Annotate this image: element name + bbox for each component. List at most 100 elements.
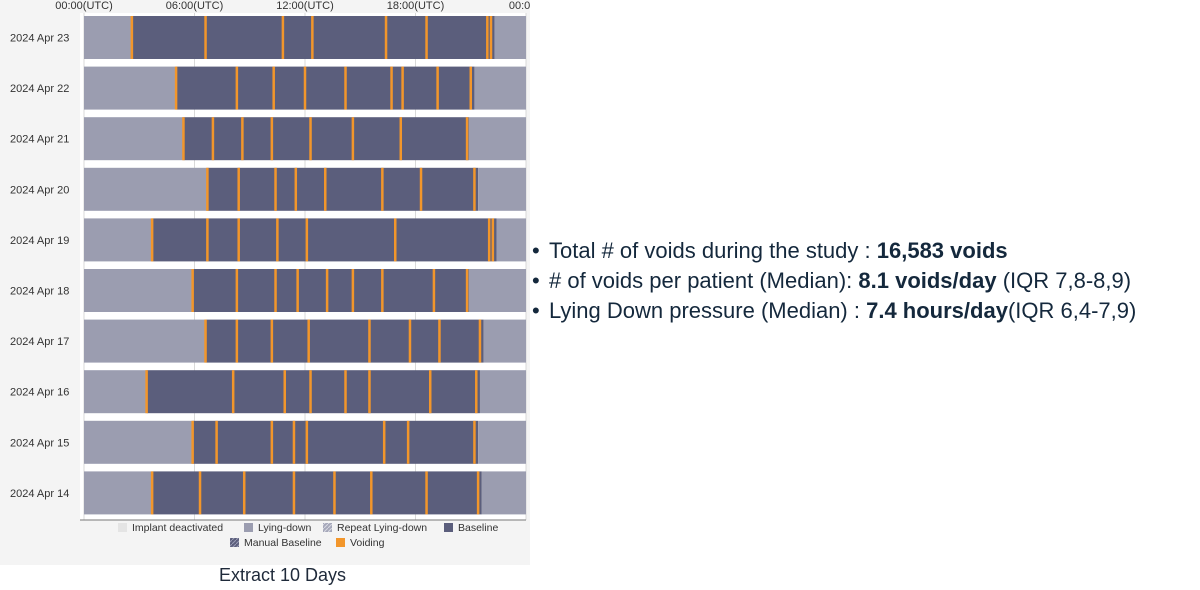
day-row: 2024 Apr 20 [10,167,526,211]
voiding-mark [296,269,299,312]
baseline-segment [192,269,469,312]
legend-label: Baseline [458,522,498,534]
day-label: 2024 Apr 17 [10,336,69,348]
legend-swatch [118,523,127,532]
day-label: 2024 Apr 14 [10,488,69,500]
stat-tail: (IQR 7,8-8,9) [996,268,1132,293]
voiding-mark [191,269,194,312]
baseline-segment [205,319,484,363]
voiding-mark [324,167,327,211]
voiding-mark [206,167,209,211]
voiding-mark [438,319,441,363]
voiding-mark [473,167,476,211]
day-label: 2024 Apr 20 [10,184,69,196]
legend-label: Repeat Lying-down [337,522,427,534]
day-label: 2024 Apr 18 [10,286,69,298]
lying-down-segment [84,471,153,515]
day-row: 2024 Apr 15 [10,420,526,464]
voiding-mark [344,370,347,414]
legend-item: Repeat Lying-down [323,522,427,534]
stat-value: 7.4 hours/day [866,298,1008,323]
voiding-mark [276,218,279,262]
legend-swatch [323,523,332,532]
voiding-mark [150,218,154,262]
voiding-mark [237,167,240,211]
day-label: 2024 Apr 23 [10,33,69,45]
day-label: 2024 Apr 21 [10,134,69,146]
x-tick-label: 18:00(UTC) [387,0,444,12]
day-row: 2024 Apr 22 [10,66,526,110]
voiding-mark [489,16,493,59]
legend-label: Implant deactivated [132,522,223,534]
day-row: 2024 Apr 17 [10,319,526,363]
lying-down-segment [496,218,526,262]
lying-down-segment [478,167,526,211]
baseline-segment [146,370,480,414]
voiding-mark [381,167,384,211]
day-row: 2024 Apr 14 [10,471,526,515]
voiding-mark [270,319,274,363]
stat-item-voids-per-patient: # of voids per patient (Median): 8.1 voi… [532,266,1136,296]
voiding-mark [486,16,489,59]
voiding-mark [399,117,403,161]
voiding-mark [292,471,296,515]
day-label: 2024 Apr 15 [10,437,69,449]
voiding-mark [204,16,207,59]
voiding-mark [419,167,423,211]
day-row: 2024 Apr 18 [10,269,526,312]
voiding-mark [406,420,410,464]
legend-label: Manual Baseline [244,537,322,549]
legend-label: Voiding [350,537,385,549]
voiding-mark [272,66,275,110]
voiding-mark [182,117,185,161]
x-tick-label: 06:00(UTC) [166,0,223,12]
legend-swatch [444,523,453,532]
legend-item: Baseline [444,522,498,534]
x-tick-label: 00:00 ( [509,0,530,12]
voiding-mark [473,420,476,464]
voiding-mark [428,370,432,414]
lying-down-segment [84,370,147,414]
day-row: 2024 Apr 19 [10,218,526,262]
chart-caption: Extract 10 Days [218,565,347,585]
baseline-segment [192,420,479,464]
baseline-segment [183,117,469,161]
voiding-mark [491,218,495,262]
lying-down-segment [84,66,177,110]
voiding-mark [478,319,482,363]
voiding-mark [351,117,355,161]
stat-text: # of voids per patient (Median): [549,268,859,293]
lying-down-segment [474,66,526,110]
voiding-mark [432,269,436,312]
stat-value: 16,583 voids [876,238,1008,263]
day-label: 2024 Apr 19 [10,235,69,247]
day-row: 2024 Apr 21 [10,117,526,161]
baseline-segment [207,167,479,211]
voiding-mark [270,420,274,464]
voiding-mark [174,66,178,110]
voiding-mark [425,471,428,515]
stats-list: Total # of voids during the study : 16,5… [532,236,1136,326]
voiding-mark [242,471,246,515]
stat-item-total-voids: Total # of voids during the study : 16,5… [532,236,1136,266]
voiding-mark [191,420,194,464]
day-label: 2024 Apr 22 [10,83,69,95]
lying-down-segment [84,117,184,161]
voiding-mark [130,16,134,59]
voiding-mark [231,370,235,414]
lying-down-segment [494,16,526,59]
stat-text: Total # of voids during the study : [549,238,877,263]
voiding-mark [283,370,286,414]
voiding-mark [235,66,239,110]
voiding-mark [469,66,472,110]
voiding-mark [294,167,298,211]
voiding-mark [270,117,274,161]
voiding-mark [211,117,215,161]
voiding-mark [425,16,428,59]
lying-down-segment [84,218,153,262]
voiding-mark [465,269,469,312]
voiding-mark [305,420,309,464]
day-label: 2024 Apr 16 [10,387,69,399]
stat-text: Lying Down pressure (Median) : [549,298,867,323]
voiding-mark [368,319,371,363]
